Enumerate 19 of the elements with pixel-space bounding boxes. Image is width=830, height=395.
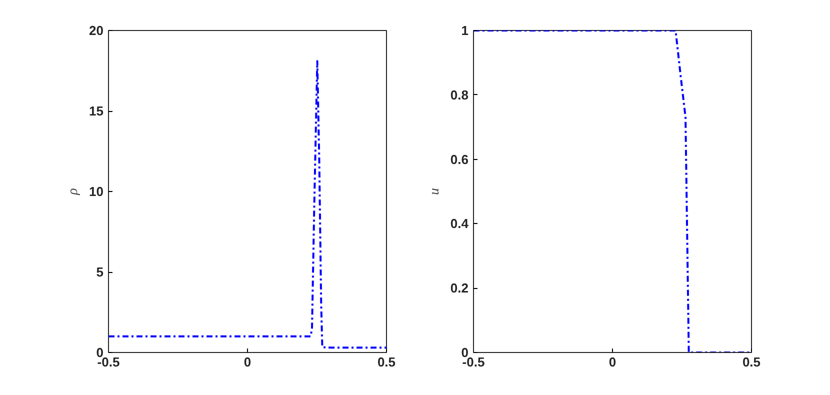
y-tick-label: 20	[89, 23, 104, 38]
line-series	[474, 30, 752, 352]
x-tick-label: 0.5	[742, 354, 761, 370]
y-tick-label: 0	[461, 345, 469, 360]
y-tick-label: 0.8	[450, 87, 469, 102]
y-tick-label: 5	[96, 264, 104, 280]
x-tick-label: 0	[608, 354, 616, 370]
y-tick-label: 0.6	[450, 152, 469, 167]
y-tick-label: 0.2	[450, 280, 469, 296]
y-axis-title: u	[427, 188, 442, 195]
x-tick-label: 0	[244, 354, 252, 370]
y-tick-label: 0	[96, 345, 104, 360]
line-series	[108, 60, 386, 349]
x-tick-label: 0.5	[377, 354, 396, 370]
y-tick-label: 0.4	[450, 216, 470, 232]
y-axis-title: ρ	[66, 188, 82, 196]
y-tick-label: 15	[89, 104, 104, 118]
y-tick-label: 1	[461, 23, 469, 38]
y-tick-label: 10	[89, 184, 104, 199]
